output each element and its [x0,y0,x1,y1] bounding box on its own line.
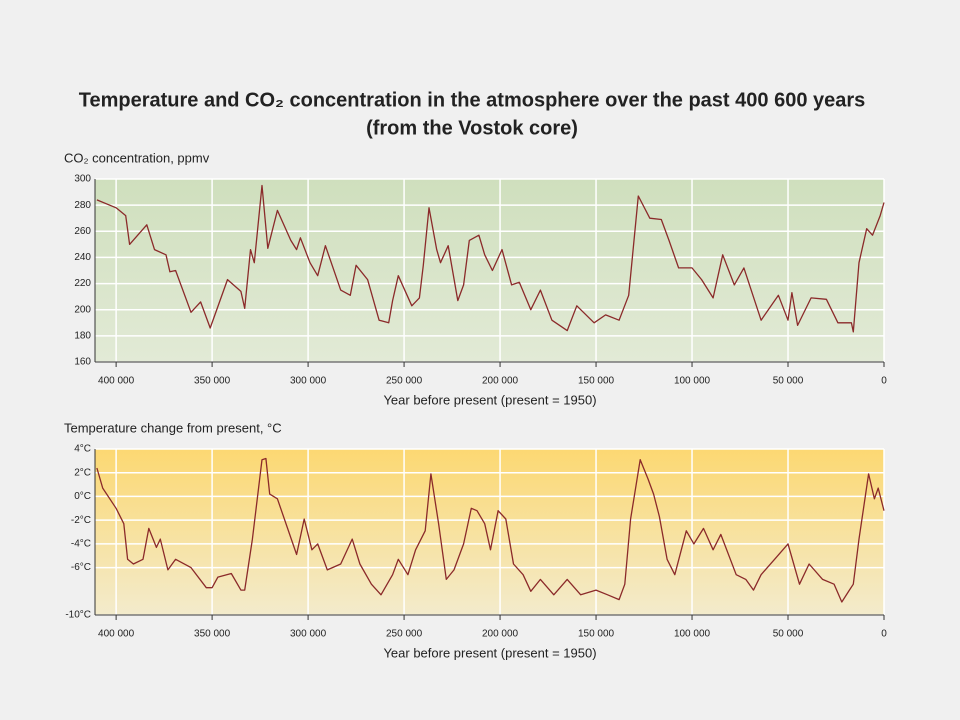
y-tick-label: 2°C [74,467,91,478]
x-tick-label: 200 000 [482,629,519,640]
y-tick-label: -6°C [71,562,91,573]
y-tick-label: 300 [74,174,91,185]
x-tick-label: 200 000 [482,376,519,387]
y-tick-label: 260 [74,226,91,237]
x-tick-label: 100 000 [674,376,711,387]
x-tick-label: 350 000 [194,376,231,387]
x-tick-label: 400 000 [98,629,135,640]
y-tick-label: -4°C [71,538,91,549]
y-tick-label: 4°C [74,444,91,455]
x-tick-label: 300 000 [290,376,327,387]
data-line [96,457,885,603]
y-tick-label: 240 [74,252,91,263]
y-tick-label: -2°C [71,515,91,526]
x-tick-label: 250 000 [386,629,423,640]
y-tick-label: 220 [74,278,91,289]
y-tick-label: 180 [74,330,91,341]
y-tick-label: 200 [74,304,91,315]
plot-background [95,449,884,615]
x-tick-label: 150 000 [578,376,615,387]
x-tick-label: 100 000 [674,629,711,640]
y-tick-label: 160 [74,357,91,368]
x-tick-label: 150 000 [578,629,615,640]
data-line [96,184,885,333]
x-tick-label: 0 [881,629,887,640]
x-axis-title: Year before present (present = 1950) [383,392,596,407]
x-tick-label: 250 000 [386,376,423,387]
x-tick-label: 400 000 [98,376,135,387]
chart-title: Temperature and CO₂ concentration in the… [79,89,866,111]
y-tick-label: -10°C [65,610,91,621]
x-axis-title: Year before present (present = 1950) [383,645,596,660]
x-tick-label: 50 000 [773,376,804,387]
x-tick-label: 50 000 [773,629,804,640]
y-tick-label: 0°C [74,491,91,502]
x-tick-label: 0 [881,376,887,387]
y-tick-label: 280 [74,200,91,211]
chart-subtitle: (from the Vostok core) [366,117,578,139]
x-tick-label: 350 000 [194,629,231,640]
x-tick-label: 300 000 [290,629,327,640]
y-axis-title: CO₂ concentration, ppmv [64,150,210,165]
y-axis-title: Temperature change from present, °C [64,420,282,435]
plot-background [95,179,884,362]
